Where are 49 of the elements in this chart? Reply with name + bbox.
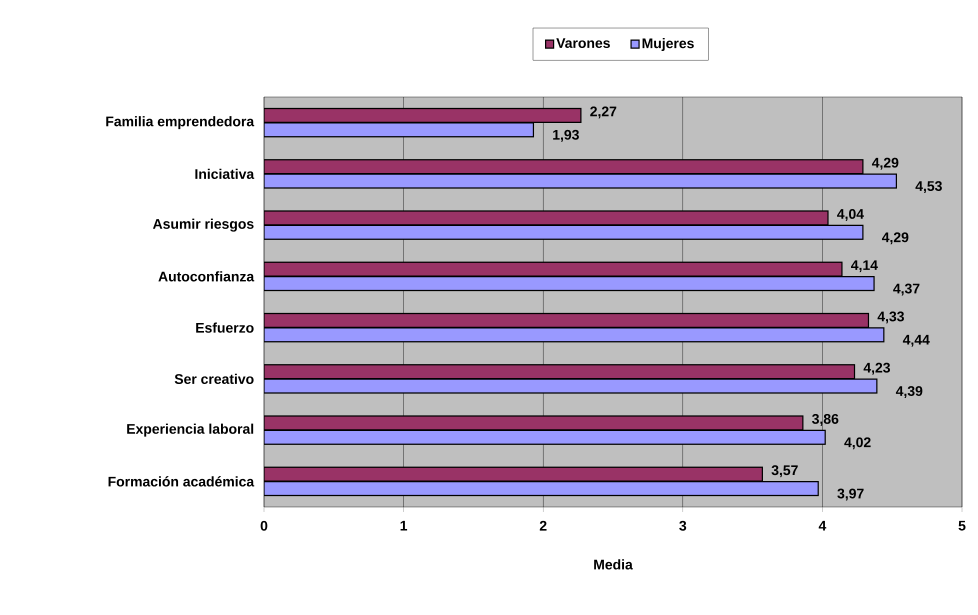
data-label: 4,33 [878,311,904,324]
y-tick-label: Autoconfianza [158,271,254,282]
data-label: 2,27 [590,106,616,118]
bar [264,430,826,445]
y-tick-label: Esfuerzo [196,322,254,333]
data-label: 3,57 [772,465,798,478]
bar [264,108,582,123]
data-label: 4,29 [872,158,898,170]
bar [264,415,804,430]
bar [264,224,864,240]
data-label: 4,53 [915,181,942,193]
bar [264,481,819,496]
data-label: 3,97 [837,488,864,500]
legend-label: Mujeres [642,38,694,52]
x-tick-label: 0 [260,520,268,531]
bar [264,174,897,189]
x-tick-label: 1 [400,520,408,530]
bar [264,276,875,292]
x-tick-label: 5 [958,520,966,531]
data-label: 1,93 [553,130,579,142]
y-tick-label: Familia emprendedora [106,116,254,130]
bar [264,262,843,277]
data-label: 4,14 [851,260,878,272]
data-label: 4,23 [864,362,890,375]
y-tick-label: Experiencia laboral [127,424,254,437]
bar [264,312,870,328]
legend-label: Varones [556,38,610,48]
y-tick-label: Asumir riesgos [152,218,254,232]
bar [264,364,856,380]
data-label: 4,37 [893,284,920,296]
data-label: 4,04 [837,208,864,221]
bar [264,210,829,226]
x-axis-title: Media [594,559,633,570]
data-label: 4,29 [882,232,908,244]
x-tick-label: 3 [679,520,686,531]
data-label: 3,86 [812,414,838,426]
x-tick-label: 4 [818,520,826,530]
x-tick-label: 2 [540,520,547,531]
data-label: 4,02 [844,437,871,450]
y-tick-label: Iniciativa [195,168,254,179]
bar [264,327,884,342]
bar [264,122,534,138]
bar [264,159,864,174]
data-label: 4,44 [902,334,930,347]
bar [264,378,878,394]
y-tick-label: Formación académica [108,476,254,487]
data-label: 4,39 [896,386,922,398]
bar [264,466,763,482]
y-tick-label: Ser creativo [174,374,254,384]
